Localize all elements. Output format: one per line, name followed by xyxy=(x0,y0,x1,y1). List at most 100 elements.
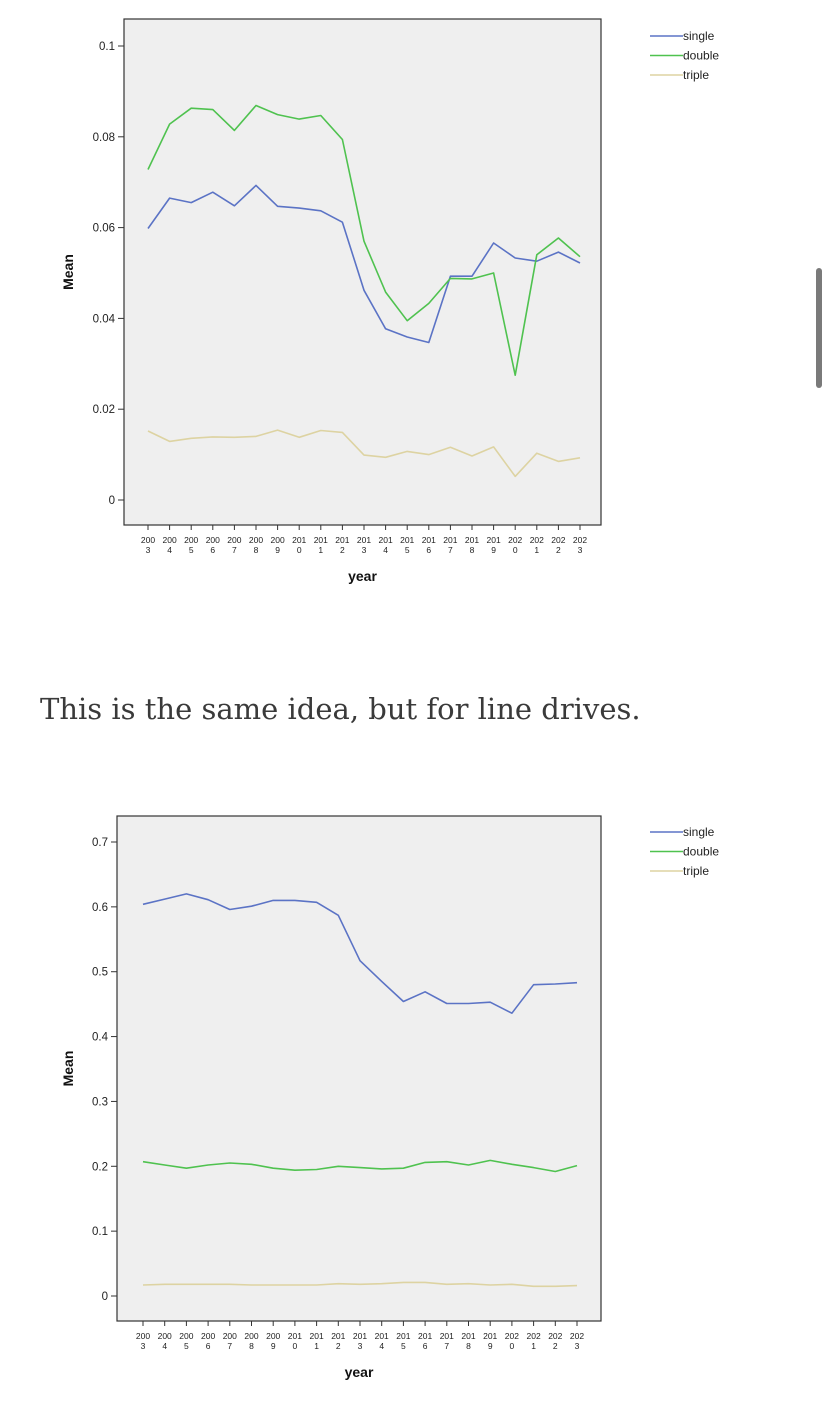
x-tick-label: 8 xyxy=(254,545,259,555)
x-tick-label: 5 xyxy=(401,1341,406,1351)
legend-label-double: double xyxy=(683,49,719,63)
x-tick-label: 202 xyxy=(505,1331,519,1341)
y-tick-label: 0.7 xyxy=(92,837,108,849)
series-line-double xyxy=(147,104,581,377)
x-tick-label: 6 xyxy=(210,545,215,555)
caption-text: This is the same idea, but for line driv… xyxy=(40,692,641,726)
plot-area xyxy=(116,815,602,1322)
x-tick-label: 200 xyxy=(271,535,285,545)
x-tick-label: 2 xyxy=(553,1341,558,1351)
legend-label-single: single xyxy=(683,825,715,839)
x-tick-label: 0 xyxy=(297,545,302,555)
plot-area xyxy=(123,18,602,526)
x-tick-label: 202 xyxy=(527,1331,541,1341)
x-tick-label: 3 xyxy=(141,1341,146,1351)
y-tick-label: 0.08 xyxy=(93,132,115,144)
x-tick-label: 202 xyxy=(548,1331,562,1341)
y-tick-label: 0 xyxy=(102,1291,108,1303)
x-tick-label: 5 xyxy=(405,545,410,555)
x-tick-label: 4 xyxy=(167,545,172,555)
y-axis-title: Mean xyxy=(60,254,76,290)
x-tick-label: 201 xyxy=(375,1331,389,1341)
x-tick-label: 0 xyxy=(510,1341,515,1351)
x-tick-label: 201 xyxy=(310,1331,324,1341)
chart-1: 00.020.040.060.080.120032004200520062007… xyxy=(60,18,719,584)
x-tick-label: 1 xyxy=(318,545,323,555)
x-tick-label: 6 xyxy=(206,1341,211,1351)
x-tick-label: 200 xyxy=(136,1331,150,1341)
x-tick-label: 201 xyxy=(465,535,479,545)
x-axis-title: year xyxy=(345,1364,374,1380)
x-tick-label: 200 xyxy=(201,1331,215,1341)
legend-label-triple: triple xyxy=(683,68,709,82)
x-tick-label: 7 xyxy=(227,1341,232,1351)
legend-label-single: single xyxy=(683,29,715,43)
x-tick-label: 5 xyxy=(184,1341,189,1351)
x-tick-label: 0 xyxy=(513,545,518,555)
x-tick-label: 3 xyxy=(578,545,583,555)
x-tick-label: 2 xyxy=(336,1341,341,1351)
x-tick-label: 1 xyxy=(314,1341,319,1351)
x-tick-label: 9 xyxy=(488,1341,493,1351)
x-tick-label: 3 xyxy=(575,1341,580,1351)
x-tick-label: 200 xyxy=(158,1331,172,1341)
x-tick-label: 201 xyxy=(288,1331,302,1341)
x-axis-title: year xyxy=(348,568,377,584)
x-tick-label: 200 xyxy=(227,535,241,545)
x-tick-label: 8 xyxy=(466,1341,471,1351)
x-tick-label: 201 xyxy=(331,1331,345,1341)
scrollbar-thumb[interactable] xyxy=(816,268,822,388)
x-tick-label: 2 xyxy=(556,545,561,555)
x-tick-label: 8 xyxy=(249,1341,254,1351)
x-tick-label: 201 xyxy=(353,1331,367,1341)
x-tick-label: 0 xyxy=(293,1341,298,1351)
x-tick-label: 201 xyxy=(487,535,501,545)
x-tick-label: 202 xyxy=(508,535,522,545)
x-tick-label: 9 xyxy=(271,1341,276,1351)
x-tick-label: 200 xyxy=(249,535,263,545)
x-tick-label: 200 xyxy=(163,535,177,545)
x-tick-label: 200 xyxy=(184,535,198,545)
y-tick-label: 0.04 xyxy=(93,313,116,325)
x-tick-label: 201 xyxy=(400,535,414,545)
x-tick-label: 1 xyxy=(534,545,539,555)
y-tick-label: 0.2 xyxy=(92,1161,108,1173)
series-line-triple xyxy=(147,429,581,478)
y-tick-label: 0.1 xyxy=(92,1226,108,1238)
y-tick-label: 0.4 xyxy=(92,1032,109,1044)
x-tick-label: 7 xyxy=(448,545,453,555)
x-tick-label: 4 xyxy=(162,1341,167,1351)
series-line-triple xyxy=(142,1281,578,1288)
y-tick-label: 0.1 xyxy=(99,41,115,53)
x-tick-label: 201 xyxy=(357,535,371,545)
x-tick-label: 201 xyxy=(422,535,436,545)
x-tick-label: 200 xyxy=(141,535,155,545)
y-tick-label: 0.3 xyxy=(92,1096,108,1108)
chart-2: 00.10.20.30.40.50.60.7200320042005200620… xyxy=(60,815,719,1380)
x-tick-label: 200 xyxy=(206,535,220,545)
legend-label-double: double xyxy=(683,845,719,859)
y-tick-label: 0.5 xyxy=(92,967,108,979)
x-tick-label: 4 xyxy=(379,1341,384,1351)
series-line-single xyxy=(142,893,578,1014)
x-tick-label: 7 xyxy=(232,545,237,555)
y-tick-label: 0 xyxy=(109,495,115,507)
x-tick-label: 7 xyxy=(444,1341,449,1351)
x-tick-label: 1 xyxy=(531,1341,536,1351)
x-tick-label: 9 xyxy=(491,545,496,555)
x-tick-label: 200 xyxy=(223,1331,237,1341)
x-tick-label: 3 xyxy=(146,545,151,555)
x-tick-label: 201 xyxy=(461,1331,475,1341)
x-tick-label: 6 xyxy=(426,545,431,555)
x-tick-label: 202 xyxy=(530,535,544,545)
x-tick-label: 202 xyxy=(573,535,587,545)
x-tick-label: 202 xyxy=(551,535,565,545)
x-tick-label: 5 xyxy=(189,545,194,555)
x-tick-label: 4 xyxy=(383,545,388,555)
x-tick-label: 201 xyxy=(396,1331,410,1341)
y-tick-label: 0.02 xyxy=(93,404,115,416)
series-line-double xyxy=(142,1159,578,1173)
x-tick-label: 201 xyxy=(314,535,328,545)
x-tick-label: 200 xyxy=(266,1331,280,1341)
x-tick-label: 201 xyxy=(440,1331,454,1341)
